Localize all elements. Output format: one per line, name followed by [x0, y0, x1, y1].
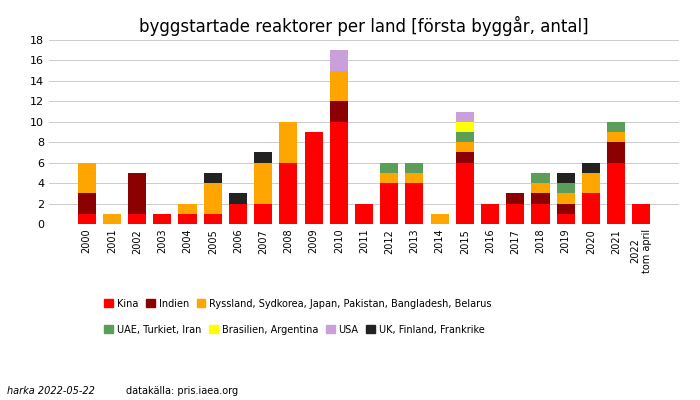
Bar — [556, 183, 575, 193]
Bar — [153, 214, 172, 224]
Text: datakälla: pris.iaea.org: datakälla: pris.iaea.org — [126, 386, 238, 396]
Bar — [405, 163, 424, 173]
Bar — [456, 112, 474, 122]
Bar — [456, 142, 474, 152]
Bar — [405, 173, 424, 183]
Bar — [254, 204, 272, 224]
Text: harka 2022-05-22: harka 2022-05-22 — [7, 386, 95, 396]
Bar — [330, 71, 348, 101]
Bar — [506, 204, 524, 224]
Bar — [128, 173, 146, 214]
Bar — [78, 214, 96, 224]
Bar — [204, 183, 222, 214]
Bar — [330, 122, 348, 224]
Bar — [456, 152, 474, 163]
Bar — [380, 183, 398, 224]
Bar — [456, 122, 474, 132]
Bar — [531, 183, 550, 193]
Bar — [506, 193, 524, 204]
Bar — [204, 173, 222, 183]
Bar — [254, 152, 272, 163]
Bar — [355, 204, 373, 224]
Bar — [380, 173, 398, 183]
Bar — [556, 193, 575, 204]
Bar — [279, 163, 298, 224]
Bar — [254, 163, 272, 204]
Bar — [330, 101, 348, 122]
Bar — [607, 132, 625, 142]
Bar — [607, 142, 625, 163]
Bar — [330, 50, 348, 71]
Bar — [582, 173, 600, 193]
Bar — [229, 204, 247, 224]
Title: byggstartade reaktorer per land [första byggår, antal]: byggstartade reaktorer per land [första … — [139, 16, 589, 36]
Bar — [582, 193, 600, 224]
Bar — [607, 122, 625, 132]
Bar — [178, 204, 197, 214]
Bar — [632, 204, 650, 224]
Bar — [279, 122, 298, 163]
Bar — [430, 214, 449, 224]
Bar — [456, 132, 474, 142]
Bar — [556, 204, 575, 214]
Bar — [405, 183, 424, 224]
Bar — [531, 193, 550, 204]
Bar — [556, 173, 575, 183]
Legend: UAE, Turkiet, Iran, Brasilien, Argentina, USA, UK, Finland, Frankrike: UAE, Turkiet, Iran, Brasilien, Argentina… — [104, 324, 484, 334]
Bar — [178, 214, 197, 224]
Bar — [229, 193, 247, 204]
Bar — [304, 132, 323, 224]
Bar — [531, 173, 550, 183]
Bar — [456, 163, 474, 224]
Bar — [103, 214, 121, 224]
Bar — [481, 204, 499, 224]
Bar — [204, 214, 222, 224]
Bar — [607, 163, 625, 224]
Bar — [582, 163, 600, 173]
Bar — [128, 214, 146, 224]
Bar — [531, 204, 550, 224]
Bar — [556, 214, 575, 224]
Bar — [380, 163, 398, 173]
Bar — [78, 163, 96, 193]
Bar — [78, 193, 96, 214]
